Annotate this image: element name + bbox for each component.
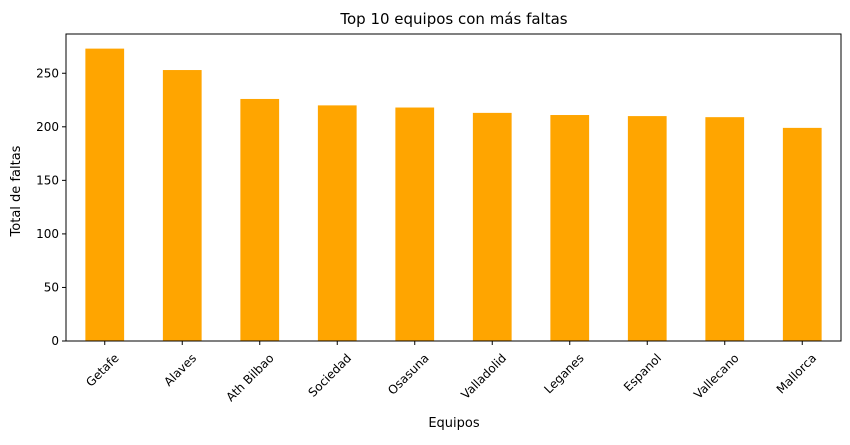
y-tick-label: 150 <box>36 173 59 187</box>
y-axis: 0 50 100 150 200 250 <box>36 66 66 348</box>
x-tick-label: Sociedad <box>305 351 354 400</box>
bar-alaves <box>162 70 202 342</box>
x-tick-label: Ath Bilbao <box>223 351 276 404</box>
x-tick-label: Osasuna <box>385 351 432 398</box>
x-axis: Getafe Alaves Ath Bilbao Sociedad Osasuna Val… <box>83 341 819 404</box>
x-tick-label: Vallecano <box>691 351 742 402</box>
x-tick-label: Alaves <box>161 351 199 389</box>
y-tick-label: 0 <box>51 334 59 348</box>
y-tick-label: 50 <box>44 280 59 294</box>
bars-group <box>85 48 822 342</box>
plot-area-frame <box>65 33 842 342</box>
y-axis-label: Total de faltas <box>9 145 24 237</box>
y-tick-label: 100 <box>36 227 59 241</box>
bar-mallorca <box>782 127 822 341</box>
x-tick-label: Mallorca <box>774 351 819 396</box>
x-tick-label: Espanol <box>621 351 664 394</box>
x-tick-label: Leganes <box>541 351 586 396</box>
chart-title: Top 10 equipos con más faltas <box>339 10 567 28</box>
x-tick-label: Valladolid <box>458 351 509 402</box>
bar-espanol <box>627 116 667 341</box>
bar-valladolid <box>472 112 512 341</box>
x-axis-label: Equipos <box>428 416 480 431</box>
bar-vallecano <box>705 117 745 341</box>
bar-osasuna <box>395 107 435 341</box>
y-tick-label: 250 <box>36 66 59 80</box>
bar-sociedad <box>317 105 357 341</box>
x-tick-label: Getafe <box>83 351 121 389</box>
y-tick-label: 200 <box>36 120 59 134</box>
bar-leganes <box>550 115 590 341</box>
bar-ath-bilbao <box>240 98 280 342</box>
bar-getafe <box>85 48 125 341</box>
